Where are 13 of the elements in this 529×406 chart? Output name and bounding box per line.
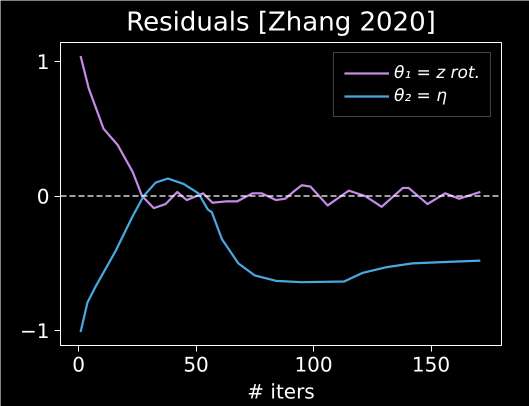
x-tick-label: 50 (183, 352, 209, 376)
legend-label: θ₁ = z rot. (394, 63, 480, 83)
x-tick-label: 0 (72, 352, 85, 376)
x-axis-title: # iters (247, 380, 315, 404)
y-tick-label: −1 (20, 319, 50, 344)
y-tick-label: 1 (36, 50, 50, 74)
legend-label: θ₂ = η (394, 86, 447, 106)
line-series (79, 54, 482, 210)
x-tick-label: 100 (294, 352, 333, 376)
chart-title: Residuals [Zhang 2020] (126, 8, 436, 38)
y-tick-label: 0 (36, 184, 50, 209)
x-tick-label: 150 (412, 352, 450, 376)
line-series (79, 177, 482, 334)
